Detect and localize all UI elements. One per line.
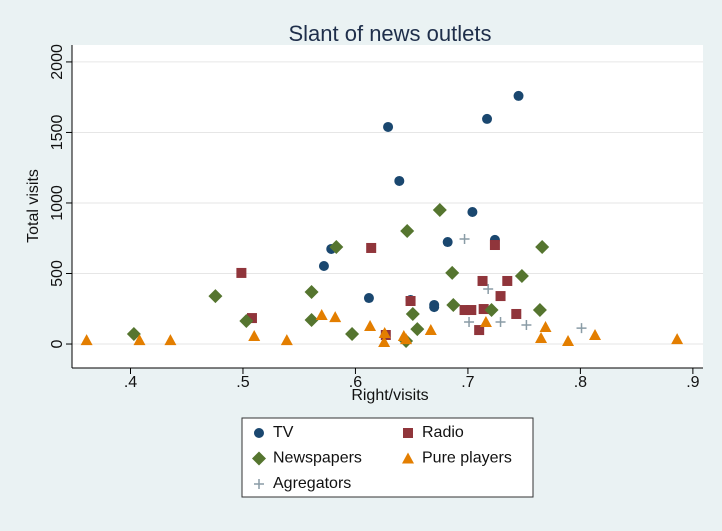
legend-items: TV Radio Newspapers Pure players Agregators [252, 424, 512, 492]
point [495, 317, 506, 328]
point [133, 334, 146, 346]
point [429, 302, 440, 313]
legend-label: TV [273, 424, 294, 441]
point [208, 289, 223, 304]
point [410, 322, 425, 337]
y-tick-label: 500 [49, 260, 66, 287]
x-axis-label: Right/visits [351, 387, 428, 404]
grid [72, 61, 703, 345]
legend-marker [403, 428, 413, 438]
point [514, 269, 529, 284]
point [474, 325, 485, 336]
point [521, 319, 532, 330]
point [489, 240, 500, 251]
x-tick-label: .8 [574, 374, 587, 391]
point [535, 331, 548, 343]
point [400, 224, 415, 239]
point [400, 333, 413, 345]
point [383, 121, 394, 132]
point [424, 324, 437, 336]
point [479, 316, 492, 328]
point [364, 319, 377, 331]
point [513, 90, 524, 101]
legend-marker [254, 479, 264, 489]
x-tick-label: .5 [236, 374, 249, 391]
point [446, 297, 461, 312]
point [304, 313, 319, 328]
legend-marker [252, 451, 266, 466]
point [495, 291, 506, 302]
point [502, 275, 513, 286]
point [246, 313, 257, 324]
point [442, 237, 453, 248]
point [445, 265, 460, 280]
point [482, 113, 493, 124]
point [467, 207, 478, 218]
point [483, 284, 494, 295]
point [459, 305, 470, 316]
y-tick-label: 0 [49, 339, 66, 348]
point [329, 311, 342, 323]
legend-marker [402, 452, 414, 464]
legend-label: Radio [422, 424, 464, 441]
point [432, 203, 447, 218]
point [405, 296, 416, 307]
point [576, 323, 587, 334]
point [394, 175, 405, 186]
point [464, 317, 475, 328]
point [562, 335, 575, 347]
point [539, 320, 552, 332]
point [164, 334, 177, 346]
point [477, 275, 488, 286]
y-axis-label: Total visits [25, 169, 42, 243]
point [589, 328, 602, 340]
x-tick-label: .7 [461, 374, 474, 391]
point [126, 327, 141, 342]
point [236, 267, 247, 278]
x-tick-label: .4 [124, 374, 137, 391]
point [329, 239, 344, 254]
y-tick-label: 2000 [49, 44, 66, 80]
point [318, 261, 329, 272]
point [80, 334, 93, 346]
legend [241, 417, 534, 498]
point [345, 327, 360, 342]
point [378, 336, 391, 348]
point [280, 334, 293, 346]
point [511, 308, 522, 319]
point [239, 314, 254, 329]
y-tick-label: 1000 [49, 185, 66, 221]
point [248, 329, 261, 341]
legend-marker [254, 428, 264, 438]
point [459, 233, 470, 244]
legend-label: Newspapers [273, 450, 362, 467]
point [478, 304, 489, 315]
y-tick-label: 1500 [49, 115, 66, 151]
point [363, 293, 374, 304]
point [484, 303, 499, 318]
point [535, 239, 550, 254]
x-tick-label: .9 [686, 374, 699, 391]
point [405, 306, 420, 321]
point [366, 242, 377, 253]
chart-title: Slant of news outlets [288, 21, 491, 46]
point [532, 303, 547, 318]
point [315, 308, 328, 320]
x-tick-label: .6 [349, 374, 362, 391]
points [80, 90, 684, 349]
point [466, 305, 477, 316]
plot-area [72, 45, 703, 368]
point [304, 284, 319, 299]
point [671, 333, 684, 345]
legend-label: Agregators [273, 475, 351, 492]
point [378, 327, 391, 339]
legend-label: Pure players [422, 450, 512, 467]
